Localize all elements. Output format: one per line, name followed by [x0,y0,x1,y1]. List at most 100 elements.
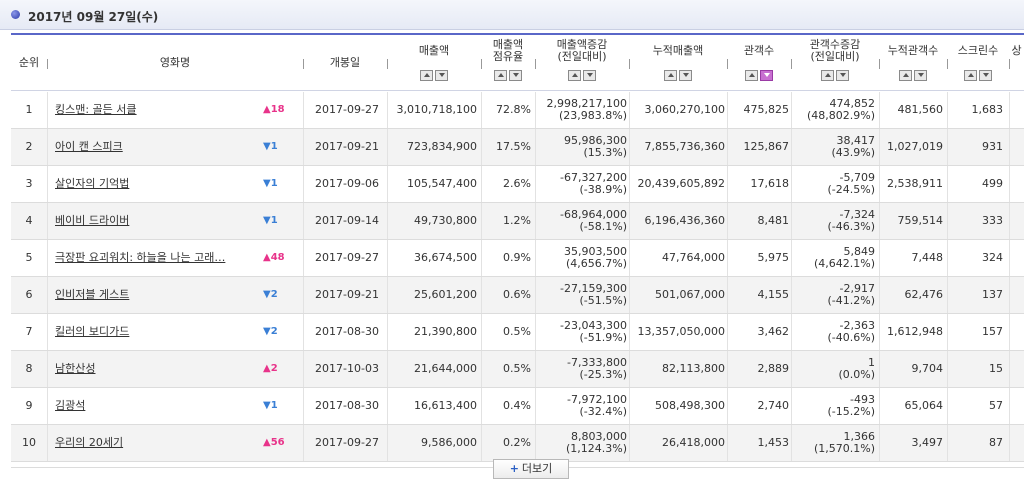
cell-divider [629,388,630,424]
cell-divider [947,351,948,387]
cell-divider [481,388,482,424]
cell-divider [481,425,482,461]
movie-title-link[interactable]: 킹스맨: 골든 서클 [55,103,137,116]
sort-descending-button[interactable] [979,70,992,81]
rank-change-value: 2 [270,363,278,374]
sort-descending-button[interactable] [509,70,522,81]
movie-title-link[interactable]: 김광석 [55,399,86,412]
movie-title-link[interactable]: 아이 캔 스피크 [55,140,123,153]
movie-title-link[interactable]: 남한산성 [55,362,96,375]
cell-divider [1009,277,1010,313]
cell-divider [791,351,792,387]
open-date-cell: 2017-09-06 [315,177,379,190]
sort-ascending-button[interactable] [899,70,912,81]
movie-title-link[interactable]: 베이비 드라이버 [55,214,130,227]
cell-divider [387,166,388,202]
cell-divider [535,425,536,461]
sort-ascending-button[interactable] [568,70,581,81]
arrow-up-icon [424,73,430,77]
share-cell: 0.2% [503,436,531,449]
audience-diff-value: -5,709 [839,171,875,184]
audience-diff-cell: 474,852 (48,802.9%) [795,92,875,128]
cell-divider [303,203,304,239]
cell-divider [481,277,482,313]
cell-divider [947,240,948,276]
cell-divider [727,166,728,202]
more-button[interactable]: + 더보기 [493,459,569,479]
cell-divider [727,351,728,387]
sort-descending-button[interactable] [914,70,927,81]
arrow-up-icon: ▲ [263,252,271,263]
sales-diff-percent: (-38.9%) [579,183,628,196]
rank-change: ▲56 [263,425,303,461]
sales-diff-value: 8,803,000 [571,430,627,443]
sort-descending-button[interactable] [760,70,773,81]
sort-ascending-button[interactable] [494,70,507,81]
column-header-open_date: 개봉일 [303,35,387,91]
cell-divider [879,351,880,387]
sales-diff-cell: 35,903,500 (4,656.7%) [537,240,627,276]
sort-ascending-button[interactable] [964,70,977,81]
sort-controls [535,70,629,81]
column-separator [947,59,948,69]
rank-cell: 10 [22,436,36,449]
sort-ascending-button[interactable] [745,70,758,81]
sales-diff-cell: -7,333,800 (-25.3%) [537,351,627,387]
audience-diff-cell: -5,709 (-24.5%) [795,166,876,202]
arrow-down-icon [840,73,846,77]
cell-divider [947,166,948,202]
cell-divider [629,277,630,313]
cell-divider [947,277,948,313]
cell-divider [629,166,630,202]
audience-diff-value: -7,324 [839,208,875,221]
table-row: 3 살인자의 기억법 ▼1 2017-09-06 105,547,400 2.6% -67,… [11,166,1024,203]
cumulative-audience-cell: 1,612,948 [887,325,943,338]
audience-cell: 17,618 [750,177,790,190]
audience-diff-value: 5,849 [843,245,876,258]
cumulative-sales-cell: 13,357,050,000 [637,325,725,338]
sales-diff-percent: (1,124.3%) [565,442,627,455]
cell-divider [879,425,880,461]
rank-change: ▼2 [263,314,303,350]
cumulative-sales-cell: 82,113,800 [662,362,725,375]
arrow-down-icon [683,73,689,77]
cell-divider [1009,314,1010,350]
movie-title-link[interactable]: 킬러의 보디가드 [55,325,130,338]
sort-ascending-button[interactable] [664,70,677,81]
arrow-up-icon [825,73,831,77]
sort-ascending-button[interactable] [821,70,834,81]
cell-divider [879,388,880,424]
rank-cell: 8 [25,362,33,375]
movie-title-link[interactable]: 살인자의 기억법 [55,177,130,190]
sort-descending-button[interactable] [679,70,692,81]
sales-diff-value: -27,159,300 [560,282,627,295]
sales-diff-value: 35,903,500 [564,245,627,258]
bullet-icon [11,10,20,19]
cell-divider [629,203,630,239]
cumulative-sales-cell: 26,418,000 [662,436,725,449]
column-header-sales: 매출액 [387,35,481,91]
cell-divider [629,351,630,387]
table-row: 1 킹스맨: 골든 서클 ▲18 2017-09-27 3,010,718,100 72.… [11,92,1024,129]
sort-descending-button[interactable] [583,70,596,81]
cell-divider [791,388,792,424]
sort-descending-button[interactable] [435,70,448,81]
movie-title-link[interactable]: 인비저블 게스트 [55,288,130,301]
audience-diff-value: 474,852 [829,97,876,110]
cell-divider [535,351,536,387]
sort-descending-button[interactable] [836,70,849,81]
audience-diff-percent: (48,802.9%) [806,109,875,122]
sort-ascending-button[interactable] [420,70,433,81]
cell-divider [727,277,728,313]
rank-change: ▲2 [263,351,303,387]
cumulative-audience-cell: 1,027,019 [887,140,943,153]
movie-title-link[interactable]: 극장판 요괴워치: 하늘을 나는 고래… [55,251,226,264]
sales-diff-percent: (-58.1%) [579,220,628,233]
audience-diff-percent: (4,642.1%) [813,257,875,270]
sales-diff-value: 2,998,217,100 [546,97,627,110]
cell-divider [535,92,536,128]
more-button-label: 더보기 [521,462,553,475]
movie-title-link[interactable]: 우리의 20세기 [55,436,124,449]
cumulative-sales-cell: 47,764,000 [662,251,725,264]
cell-divider [947,129,948,165]
